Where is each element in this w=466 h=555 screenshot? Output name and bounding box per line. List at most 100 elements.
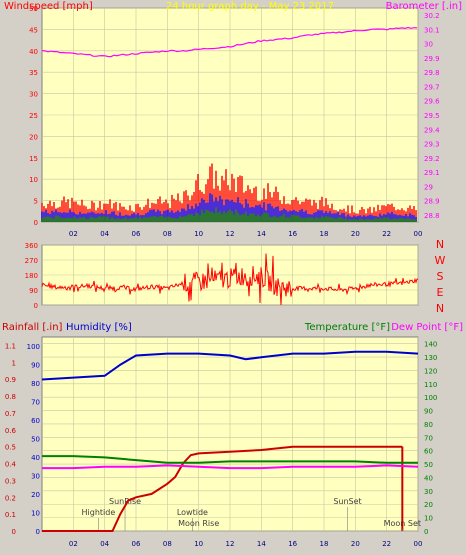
wind-x-tick: 14 [257,230,266,238]
rainfall-series [42,445,403,532]
wind-x-tick: 18 [320,230,329,238]
rainfall-tick: 0.5 [5,444,16,452]
humidity-tick: 100 [27,343,40,351]
wind-left-tick: 35 [29,69,38,77]
barometer-tick: 29.7 [424,83,440,91]
barometer-tick: 29.9 [424,55,440,63]
rainfall-tick: 0.4 [5,461,17,469]
temperature-tick: 10 [424,515,433,523]
climate-grid [42,337,419,532]
wind-left-tick: 10 [29,176,38,184]
wind-left-tick: 25 [29,112,38,120]
humidity-series [41,350,419,381]
wind-right-label: Barometer [.in] [386,1,462,12]
rainfall-axis: 1.1 1 0.9 0.8 0.7 0.6 0.5 0.4 0.3 0.2 0.1 0 [5,342,17,536]
wind-x-tick: 00 [414,230,423,238]
rainfall-tick: 0 [12,528,16,536]
compass-label: E [437,286,444,299]
temperature-tick: 70 [424,434,433,442]
temperature-label: Temperature [°F] [304,322,390,333]
wind-direction-series [41,253,419,306]
wind-x-axis: 02 04 06 08 10 12 14 16 18 20 22 00 [69,230,423,238]
climate-x-tick: 16 [288,540,297,548]
climate-x-tick: 02 [69,540,78,548]
barometer-tick: 29.8 [424,69,440,77]
barometer-tick: 29.3 [424,141,440,149]
wind-left-label: Windspeed [mph] [4,1,93,12]
climate-x-tick: 22 [382,540,391,548]
climate-x-tick: 06 [132,540,141,548]
direction-tick: 270 [25,257,38,265]
climate-x-tick: 08 [163,540,172,548]
temperature-tick: 0 [424,528,428,536]
wind-left-tick: 15 [29,155,38,163]
climate-x-tick: 10 [194,540,203,548]
rainfall-label: Rainfall [.in] [2,322,63,333]
climate-x-tick: 00 [414,540,423,548]
temperature-tick: 90 [424,408,433,416]
astronomy-annotation: Lowtide [177,508,208,517]
wind-chart-title: 24 hour graph day - May 23 2017 [166,1,334,12]
direction-tick: 180 [25,272,38,280]
humidity-tick: 80 [31,380,40,388]
climate-x-tick: 14 [257,540,266,548]
barometer-tick: 29.4 [424,126,440,134]
rainfall-tick: 1.1 [5,342,16,350]
wind-x-tick: 08 [163,230,172,238]
compass-label: W [435,254,446,267]
astronomy-annotation: Hightide [82,508,116,517]
barometer-tick: 29.5 [424,112,440,120]
wind-speed-series [41,163,417,222]
wind-x-tick: 16 [288,230,297,238]
temperature-tick: 100 [424,394,437,402]
compass-label: S [437,270,444,283]
humidity-tick: 0 [36,528,40,536]
barometer-tick: 30.2 [424,12,440,20]
barometer-tick: 28.9 [424,198,440,206]
temperature-series [42,455,418,464]
astronomy-annotation: SunRise [109,497,141,506]
dewpoint-label: Dew Point [°F] [391,322,463,333]
climate-x-tick: 04 [100,540,109,548]
wind-x-tick: 10 [194,230,203,238]
barometer-tick: 28.8 [424,212,440,220]
wind-left-tick: 30 [29,91,38,99]
compass-label: N [436,238,444,251]
barometer-axis: 30.2 30.1 30 29.9 29.8 29.7 29.6 29.5 29.4 29.3 29… [424,12,440,220]
wind-x-tick: 06 [132,230,141,238]
rainfall-tick: 0.6 [5,427,17,435]
temperature-tick: 20 [424,501,433,509]
temperature-tick: 30 [424,488,433,496]
wind-x-tick: 22 [382,230,391,238]
rainfall-tick: 1 [12,359,16,367]
barometer-series [41,26,418,58]
barometer-tick: 30.1 [424,26,440,34]
humidity-tick: 20 [31,491,40,499]
astronomy-annotations: Hightide SunRise Lowtide Moon Rise SunSet Moo… [82,497,421,531]
direction-left-axis: 360 270 180 90 0 [25,242,38,310]
astronomy-annotation: Moon Set [384,519,421,528]
rainfall-tick: 0.9 [5,376,16,384]
climate-x-axis: 02 04 06 08 10 12 14 16 18 20 22 00 [69,540,423,548]
wind-x-tick: 02 [69,230,78,238]
compass-label: N [436,302,444,315]
humidity-tick: 70 [31,399,40,407]
astronomy-annotation: SunSet [333,497,361,506]
humidity-tick: 30 [31,473,40,481]
climate-x-tick: 18 [320,540,329,548]
dewpoint-series [42,464,419,470]
wind-x-tick: 20 [351,230,360,238]
wind-x-tick: 04 [100,230,109,238]
temperature-tick: 60 [424,448,433,456]
humidity-tick: 50 [31,436,40,444]
temperature-tick: 80 [424,421,433,429]
temperature-tick: 50 [424,461,433,469]
barometer-tick: 29.1 [424,169,440,177]
rainfall-tick: 0.8 [5,393,16,401]
barometer-tick: 29.6 [424,98,440,106]
temperature-tick: 110 [424,381,437,389]
